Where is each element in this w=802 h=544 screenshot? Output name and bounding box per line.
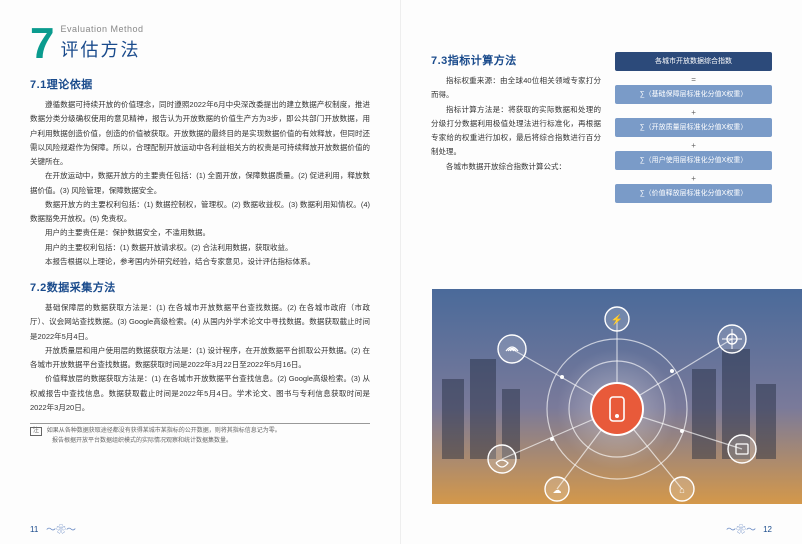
formula-plus-2: +: [615, 141, 772, 150]
chapter-title-en: Evaluation Method: [60, 24, 143, 34]
section-7-1-p1: 遵循数据可持续开放的价值理念，同时遵照2022年6月中央深改委提出的建立数据产权…: [30, 98, 370, 169]
section-7-2-p2: 开放质量层和用户使用层的数据获取方法是：(1) 设计程序，在开放数据平台抓取公开…: [30, 344, 370, 373]
svg-text:⌂: ⌂: [679, 485, 684, 495]
right-columns: 7.3指标计算方法 指标权重来源：由全球40位相关领域专家打分而得。 指标计算方…: [431, 52, 772, 207]
formula-term-2: ∑（开放质量层标准化分值X权重）: [615, 118, 772, 137]
right-col-text: 7.3指标计算方法 指标权重来源：由全球40位相关领域专家打分而得。 指标计算方…: [431, 52, 601, 207]
page-right: 7.3指标计算方法 指标权重来源：由全球40位相关领域专家打分而得。 指标计算方…: [401, 0, 802, 544]
section-7-2-p1: 基础保障层的数据获取方法是：(1) 在各城市开放数据平台查找数据。(2) 在各城…: [30, 301, 370, 344]
formula-term-4: ∑（价值释放层标准化分值X权重）: [615, 184, 772, 203]
section-7-3-p1: 指标权重来源：由全球40位相关领域专家打分而得。: [431, 74, 601, 103]
formula-plus-3: +: [615, 174, 772, 183]
ornament-left: 〜❀〜: [46, 521, 76, 536]
chapter-title-zh: 评估方法: [60, 36, 143, 62]
formula-column: 各城市开放数据综合指数 = ∑（基础保障层标准化分值X权重） + ∑（开放质量层…: [615, 52, 772, 207]
section-7-1-p6: 本报告根据以上理论，参考国内外研究经验，结合专家意见，设计评估指标体系。: [30, 255, 370, 269]
footnote-label: 注: [30, 427, 42, 436]
section-7-1-p4: 用户的主要责任是：保护数据安全，不滥用数据。: [30, 226, 370, 240]
chapter-header: 7 Evaluation Method 评估方法: [30, 24, 370, 62]
formula-term-3: ∑（用户使用层标准化分值X权重）: [615, 151, 772, 170]
section-7-1-p5: 用户的主要权利包括：(1) 数据开放请求权。(2) 合法利用数据，获取收益。: [30, 241, 370, 255]
section-7-3-title: 7.3指标计算方法: [431, 52, 601, 68]
smart-city-illustration: ⚡ ☁ ⌂: [432, 289, 802, 504]
footnote-text-1: 如果从各种数据获取途径都没有获得某城市某指标的公开数据，则将其指标信息记为零。: [47, 428, 281, 434]
section-7-1-p2: 在开放运动中，数据开放方的主要责任包括：(1) 全面开放，保障数据质量。(2) …: [30, 169, 370, 198]
page-left: 7 Evaluation Method 评估方法 7.1理论依据 遵循数据可持续…: [0, 0, 401, 544]
formula-plus-1: +: [615, 108, 772, 117]
section-7-3-p3: 各城市数据开放综合指数计算公式：: [431, 160, 601, 174]
section-7-3-p2: 指标计算方法是：将获取的实际数据和处理的分级打分数据利用极值处理法进行标准化，再…: [431, 103, 601, 160]
ornament-right: 〜❀〜: [726, 521, 756, 536]
chapter-number: 7: [30, 25, 54, 62]
svg-text:⚡: ⚡: [611, 313, 623, 326]
section-7-1-title: 7.1理论依据: [30, 76, 370, 92]
chapter-titles: Evaluation Method 评估方法: [60, 24, 143, 62]
page-number-right: 12: [763, 525, 772, 534]
page-number-left: 11: [30, 525, 38, 534]
footnote-block: 注 如果从各种数据获取途径都没有获得某城市某指标的公开数据，则将其指标信息记为零…: [30, 423, 370, 446]
formula-result: 各城市开放数据综合指数: [615, 52, 772, 71]
formula-term-1: ∑（基础保障层标准化分值X权重）: [615, 85, 772, 104]
section-7-2-p3: 价值释放层的数据获取方法是：(1) 在各城市开放数据平台查找信息。(2) Goo…: [30, 372, 370, 415]
footnote-text-2: 报告根据开放平台数据组织模式的实际情况观察和统计数据集数量。: [52, 437, 232, 447]
section-7-1-p3: 数据开放方的主要权利包括：(1) 数据控制权，管理权。(2) 数据收益权。(3)…: [30, 198, 370, 227]
section-7-2-title: 7.2数据采集方法: [30, 279, 370, 295]
formula-equals: =: [615, 75, 772, 84]
svg-text:☁: ☁: [553, 485, 562, 495]
